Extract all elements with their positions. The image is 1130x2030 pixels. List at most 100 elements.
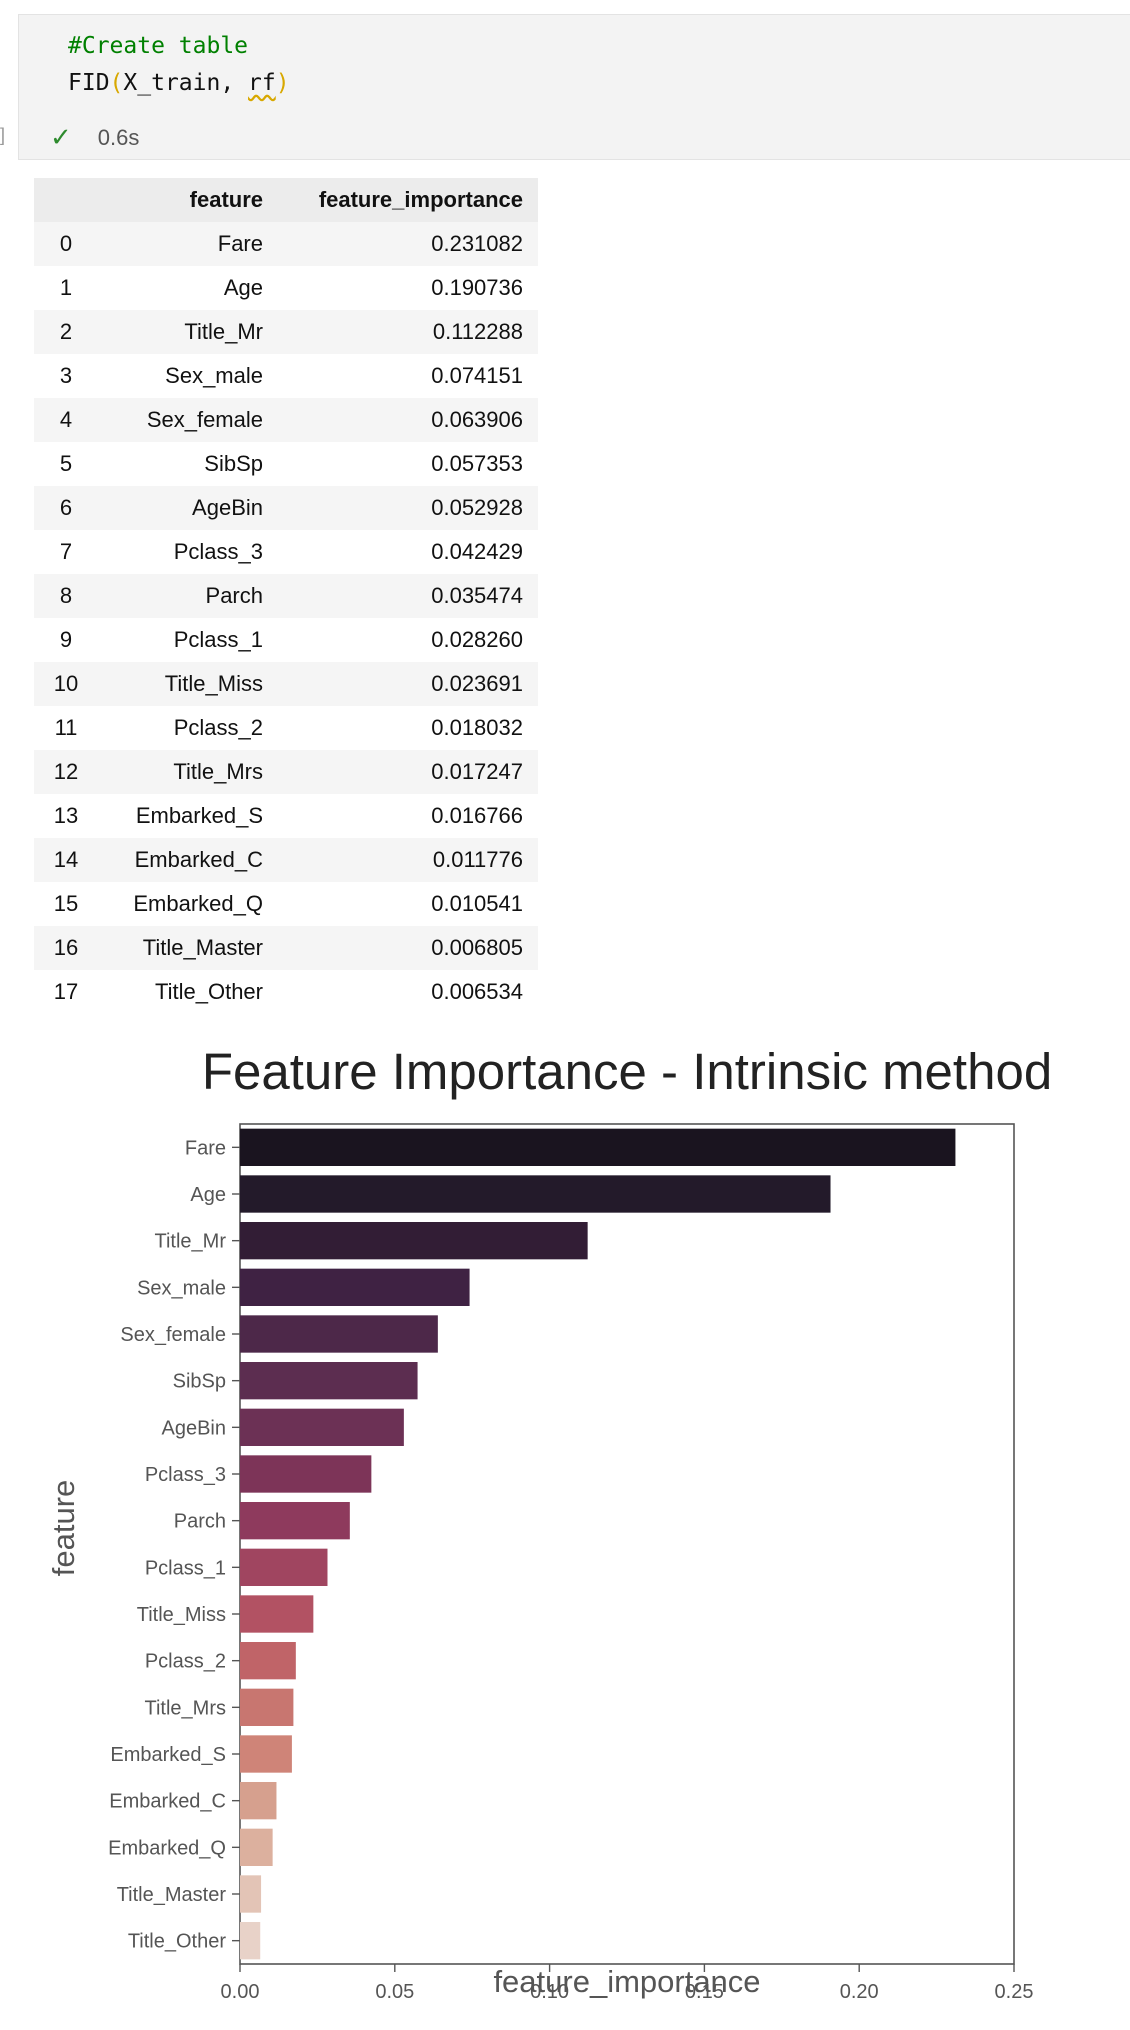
bar-embarked-q bbox=[240, 1828, 273, 1866]
row-index: 10 bbox=[53, 671, 79, 696]
table-row: 14 Embarked_C 0.011776 bbox=[34, 838, 538, 882]
y-tick-label: Sex_female bbox=[120, 1324, 226, 1346]
feature-cell: Pclass_2 bbox=[173, 715, 263, 740]
bar-sex-male bbox=[240, 1268, 470, 1306]
y-tick-label: SibSp bbox=[173, 1371, 226, 1393]
x-tick-labels: 0.00 0.05 0.10 0.15 0.20 0.25 bbox=[221, 1964, 1034, 2003]
row-index: 16 bbox=[53, 935, 79, 960]
checkmark-icon: ✓ bbox=[50, 122, 72, 152]
y-tick-label: Fare bbox=[185, 1137, 226, 1159]
chart-title: Feature Importance - Intrinsic method bbox=[202, 1043, 1052, 1100]
row-index: 1 bbox=[59, 275, 73, 300]
table-row: 17 Title_Other 0.006534 bbox=[34, 970, 538, 1014]
code-function: FID bbox=[68, 70, 110, 96]
x-tick-label: 0.00 bbox=[221, 1981, 260, 2003]
execution-time: 0.6s bbox=[97, 124, 140, 150]
feature-cell: SibSp bbox=[204, 451, 263, 476]
code-cell[interactable] bbox=[18, 14, 1130, 160]
table-row: 8 Parch 0.035474 bbox=[34, 574, 538, 618]
table-row: 0 Fare 0.231082 bbox=[34, 222, 538, 266]
table-row: 12 Title_Mrs 0.017247 bbox=[34, 750, 538, 794]
table-header-row: feature feature_importance bbox=[34, 178, 538, 222]
code-arg-warning: rf bbox=[248, 70, 276, 96]
y-tick-label: Embarked_S bbox=[110, 1744, 226, 1766]
y-tick-label: Sex_male bbox=[137, 1277, 226, 1299]
feature-cell: Title_Mrs bbox=[173, 759, 263, 784]
feature-importance-chart: Feature Importance - Intrinsic method Fa… bbox=[46, 1043, 1052, 2003]
table-row: 1 Age 0.190736 bbox=[34, 266, 538, 310]
y-tick-label: Title_Other bbox=[128, 1931, 227, 1953]
importance-cell: 0.006805 bbox=[431, 935, 523, 960]
y-tick-label: Embarked_Q bbox=[108, 1837, 226, 1859]
importance-cell: 0.011776 bbox=[432, 847, 523, 872]
bar-sex-female bbox=[240, 1315, 438, 1353]
y-tick-labels: Fare Age Title_Mr Sex_male Sex_female SibSp Ag… bbox=[108, 1137, 240, 1953]
table-row: 5 SibSp 0.057353 bbox=[34, 442, 538, 486]
code-comment-line: #Create table bbox=[68, 28, 290, 65]
row-index: 12 bbox=[53, 759, 79, 784]
bar-pclass-3 bbox=[240, 1455, 372, 1493]
importance-cell: 0.052928 bbox=[431, 495, 523, 520]
row-index: 17 bbox=[53, 979, 79, 1004]
bar-title-master bbox=[240, 1875, 262, 1913]
code-open-paren: ( bbox=[109, 70, 124, 96]
feature-cell: Embarked_C bbox=[134, 847, 263, 872]
y-tick-label: Title_Mr bbox=[155, 1231, 227, 1253]
feature-cell: Pclass_1 bbox=[173, 627, 263, 652]
row-index: 4 bbox=[59, 407, 73, 432]
row-index: 15 bbox=[53, 891, 79, 916]
bar-embarked-c bbox=[240, 1782, 277, 1820]
importance-cell: 0.006534 bbox=[431, 979, 523, 1004]
x-axis-label: feature_importance bbox=[493, 1964, 760, 1999]
column-header-feature: feature bbox=[189, 187, 263, 212]
feature-cell: Embarked_S bbox=[135, 803, 263, 828]
feature-cell: Title_Mr bbox=[184, 319, 263, 344]
code-args: X_train, bbox=[123, 70, 249, 96]
code-close-paren: ) bbox=[275, 70, 290, 96]
x-tick-label: 0.05 bbox=[375, 1981, 414, 2003]
importance-cell: 0.023691 bbox=[431, 671, 523, 696]
table-row: 7 Pclass_3 0.042429 bbox=[34, 530, 538, 574]
dataframe-output: feature feature_importance 0 Fare 0.231082… bbox=[34, 178, 538, 1014]
bar-title-miss bbox=[240, 1595, 314, 1633]
bar-age bbox=[240, 1175, 831, 1213]
row-index: 14 bbox=[53, 847, 79, 872]
importance-cell: 0.035474 bbox=[431, 583, 523, 608]
bar-embarked-s bbox=[240, 1735, 292, 1773]
table-row: 2 Title_Mr 0.112288 bbox=[34, 310, 538, 354]
row-index: 5 bbox=[59, 451, 73, 476]
feature-cell: Sex_female bbox=[146, 407, 263, 432]
feature-cell: Age bbox=[223, 275, 263, 300]
importance-cell: 0.190736 bbox=[431, 275, 523, 300]
bar-title-mr bbox=[240, 1222, 588, 1260]
bar-title-other bbox=[240, 1922, 261, 1960]
table-row: 15 Embarked_Q 0.010541 bbox=[34, 882, 538, 926]
feature-cell: Fare bbox=[217, 231, 263, 256]
importance-cell: 0.063906 bbox=[431, 407, 523, 432]
row-index: 9 bbox=[59, 627, 73, 652]
y-tick-label: Title_Master bbox=[117, 1884, 227, 1906]
feature-cell: Title_Miss bbox=[164, 671, 263, 696]
row-index: 13 bbox=[53, 803, 79, 828]
bar-fare bbox=[240, 1128, 956, 1166]
importance-cell: 0.042429 bbox=[431, 539, 523, 564]
y-tick-label: Embarked_C bbox=[109, 1791, 226, 1813]
table-row: 6 AgeBin 0.052928 bbox=[34, 486, 538, 530]
importance-cell: 0.057353 bbox=[431, 451, 523, 476]
x-tick-label: 0.20 bbox=[840, 1981, 879, 2003]
code-editor[interactable]: #Create table FID(X_train, rf) bbox=[68, 28, 290, 102]
table-body: 0 Fare 0.231082 1 Age 0.190736 2 Title_Mr 0.1122… bbox=[34, 222, 538, 1014]
row-index: 11 bbox=[54, 715, 78, 740]
y-tick-label: Pclass_2 bbox=[145, 1651, 226, 1673]
importance-cell: 0.028260 bbox=[431, 627, 523, 652]
y-tick-label: Title_Mrs bbox=[145, 1697, 226, 1719]
x-tick-label: 0.25 bbox=[995, 1981, 1034, 2003]
bar-pclass-2 bbox=[240, 1642, 296, 1680]
importance-cell: 0.017247 bbox=[431, 759, 523, 784]
feature-cell: Parch bbox=[205, 583, 263, 608]
row-index: 0 bbox=[59, 231, 73, 256]
row-index: 7 bbox=[59, 539, 73, 564]
y-tick-label: Parch bbox=[174, 1511, 226, 1533]
feature-cell: Sex_male bbox=[165, 363, 263, 388]
y-tick-label: Age bbox=[190, 1184, 226, 1206]
